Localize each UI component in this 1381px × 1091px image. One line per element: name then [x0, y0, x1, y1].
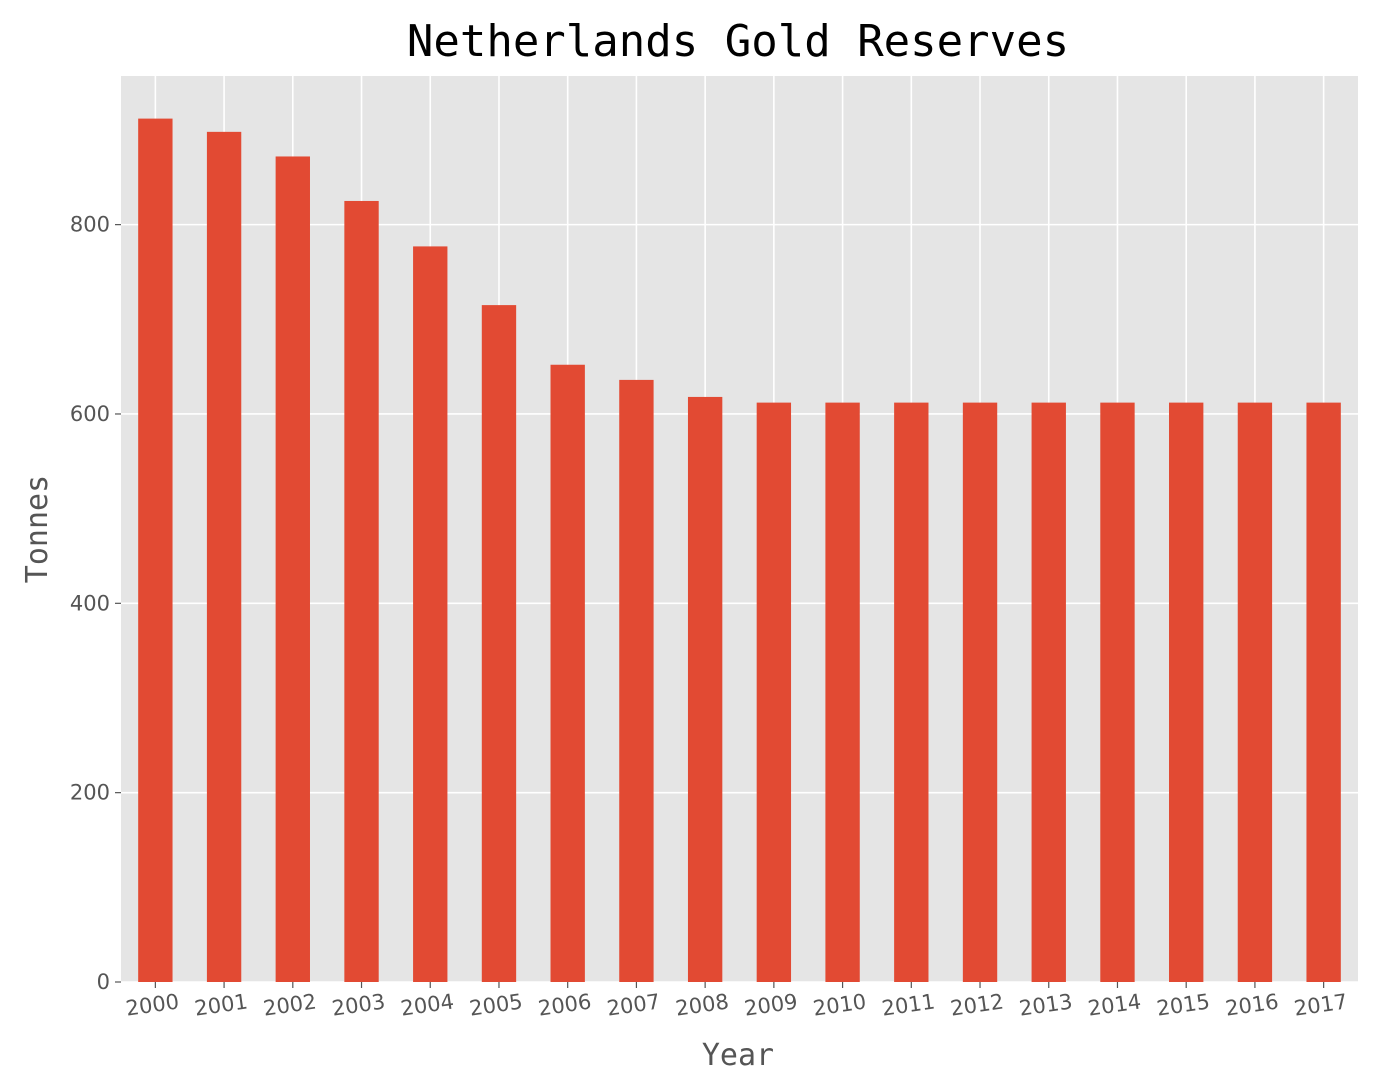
x-tick-label: 2017: [1293, 989, 1349, 1020]
x-tick-label: 2006: [537, 989, 593, 1020]
x-tick-label: 2011: [880, 989, 936, 1020]
bar-2013: [1031, 402, 1066, 983]
bar-2011: [894, 402, 929, 983]
bar-2005: [481, 305, 517, 982]
x-tick-label: 2013: [1018, 989, 1074, 1020]
bar-2004: [413, 246, 448, 982]
bars: [138, 118, 1341, 983]
x-axis-label: Year: [702, 1038, 774, 1073]
bar-2002: [275, 156, 310, 982]
y-tick-label: 600: [70, 402, 110, 426]
bar-2000: [138, 118, 173, 983]
x-tick-label: 2008: [674, 989, 730, 1020]
x-tick-label: 2012: [949, 989, 1005, 1020]
bar-2012: [962, 402, 998, 983]
x-tick-label: 2010: [811, 989, 867, 1020]
bar-2015: [1169, 402, 1204, 983]
bar-2014: [1100, 402, 1135, 983]
x-tick-label: 2005: [468, 989, 524, 1020]
x-tick-label: 2001: [193, 989, 249, 1020]
x-tick-label: 2015: [1155, 989, 1211, 1020]
x-axis-ticks: 2000 2001 2002 2003 2004 2005 2006 2007 2008 2009…: [124, 982, 1349, 1021]
bar-2001: [206, 131, 242, 982]
x-tick-label: 2009: [743, 989, 799, 1020]
bar-2017: [1306, 402, 1341, 983]
bar-2010: [825, 402, 860, 983]
y-tick-label: 200: [70, 781, 110, 805]
plot-area: [121, 76, 1358, 982]
bar-2016: [1237, 402, 1273, 983]
bar-2006: [550, 364, 585, 982]
x-tick-label: 2016: [1224, 989, 1280, 1020]
x-tick-label: 2000: [124, 989, 180, 1020]
y-tick-label: 800: [70, 213, 110, 237]
x-tick-label: 2003: [330, 989, 386, 1020]
chart-title: Netherlands Gold Reserves: [407, 16, 1069, 67]
x-tick-label: 2014: [1086, 989, 1142, 1020]
bar-2007: [619, 379, 654, 982]
y-axis-label: Tonnes: [20, 475, 55, 583]
y-tick-label: 0: [97, 970, 110, 994]
x-tick-label: 2002: [262, 989, 318, 1020]
bar-2008: [687, 396, 723, 982]
y-axis-ticks: 0 200 400 600 800: [70, 213, 121, 994]
x-tick-label: 2007: [605, 989, 661, 1020]
x-tick-label: 2004: [399, 989, 455, 1020]
bar-2009: [756, 402, 792, 983]
bar-2003: [344, 200, 379, 982]
y-tick-label: 400: [70, 591, 110, 615]
